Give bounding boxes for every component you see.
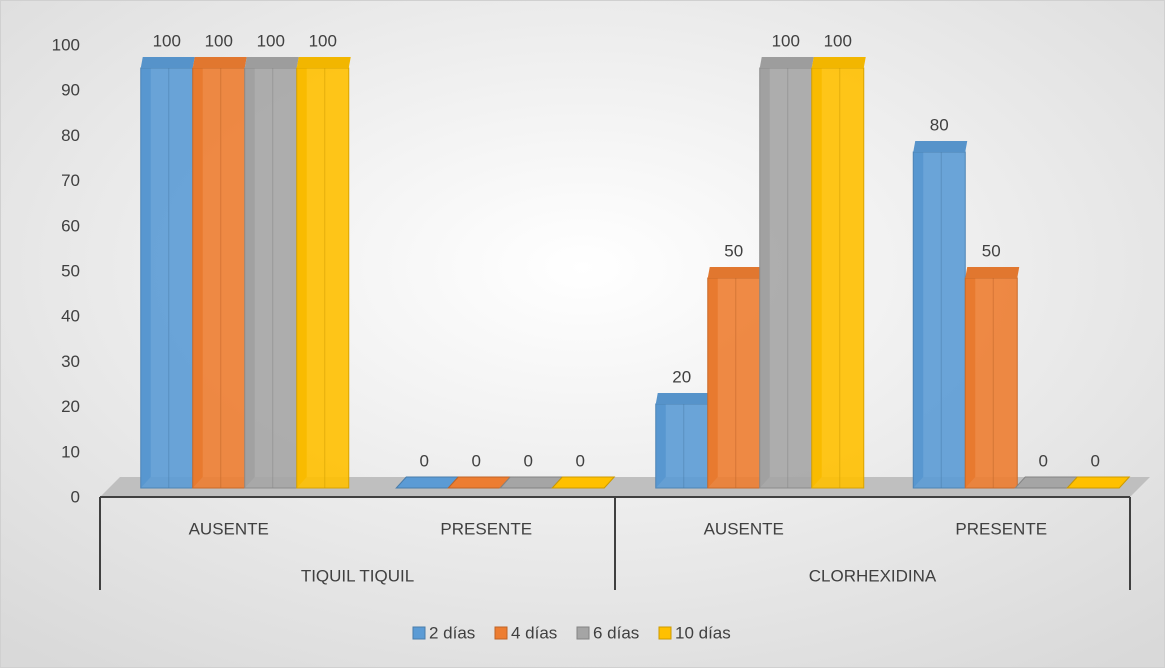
data-label: 80 [930,115,949,134]
bar-face [707,277,761,489]
bar [447,476,512,489]
floor [100,477,1150,497]
bar-face [964,277,1018,489]
bar [296,57,351,489]
bar [964,267,1020,489]
y-tick-label: 0 [71,487,80,506]
bar [551,476,616,489]
data-label: 20 [672,367,691,386]
x-tick-label: AUSENTE [704,519,784,538]
data-label: 100 [824,31,852,50]
bar [759,57,814,489]
data-label: 100 [257,31,285,50]
legend-swatch [494,626,508,640]
data-label: 50 [724,241,743,260]
bar-face [913,141,968,152]
data-label: 100 [772,31,800,50]
y-tick-label: 80 [61,126,80,145]
data-label: 50 [982,241,1001,260]
data-label: 0 [1091,451,1100,470]
y-tick-label: 90 [61,81,80,100]
bar [1066,476,1131,489]
bar [1014,476,1079,489]
bar-face [655,403,709,489]
legend-label: 10 días [675,623,731,642]
data-label: 0 [576,451,585,470]
data-label: 0 [1039,451,1048,470]
y-tick-label: 30 [61,352,80,371]
group-label: TIQUIL TIQUIL [301,566,414,585]
x-tick-label: PRESENTE [440,519,532,538]
bar-face [759,67,813,489]
legend-label: 4 días [511,623,557,642]
legend-swatch [576,626,590,640]
data-label: 100 [153,31,181,50]
bar-face [707,267,762,278]
bar [912,141,968,489]
bar-face [912,151,966,489]
bar-face [140,57,195,68]
x-tick-label: AUSENTE [189,519,269,538]
bar [192,57,247,489]
y-tick-label: 10 [61,442,80,461]
y-tick-label: 70 [61,171,80,190]
bar-face [244,57,299,68]
bar-face [244,67,298,489]
bar-face [192,67,246,489]
data-label: 100 [205,31,233,50]
bar [655,393,710,489]
bar [140,57,195,489]
bar [811,57,866,489]
bar-face [192,57,247,68]
bar-face [296,57,351,68]
bar-face [655,393,710,404]
y-tick-label: 50 [61,261,80,280]
bar-face [965,267,1020,278]
x-tick-label: PRESENTE [955,519,1047,538]
data-label: 0 [472,451,481,470]
bar-face [811,67,865,489]
bar-face [296,67,350,489]
y-tick-label: 100 [52,35,80,54]
bar [499,476,564,489]
bar [244,57,299,489]
legend-label: 2 días [429,623,475,642]
bar [395,476,460,489]
bar-face [140,67,194,489]
y-tick-label: 20 [61,397,80,416]
data-label: 0 [524,451,533,470]
bar-face [811,57,866,68]
y-tick-label: 60 [61,216,80,235]
y-tick-label: 40 [61,307,80,326]
bar [707,267,762,489]
legend-swatch [412,626,426,640]
data-label: 0 [420,451,429,470]
legend-swatch [658,626,672,640]
data-label: 100 [309,31,337,50]
bar-face [759,57,814,68]
group-label: CLORHEXIDINA [809,566,937,585]
legend-label: 6 días [593,623,639,642]
